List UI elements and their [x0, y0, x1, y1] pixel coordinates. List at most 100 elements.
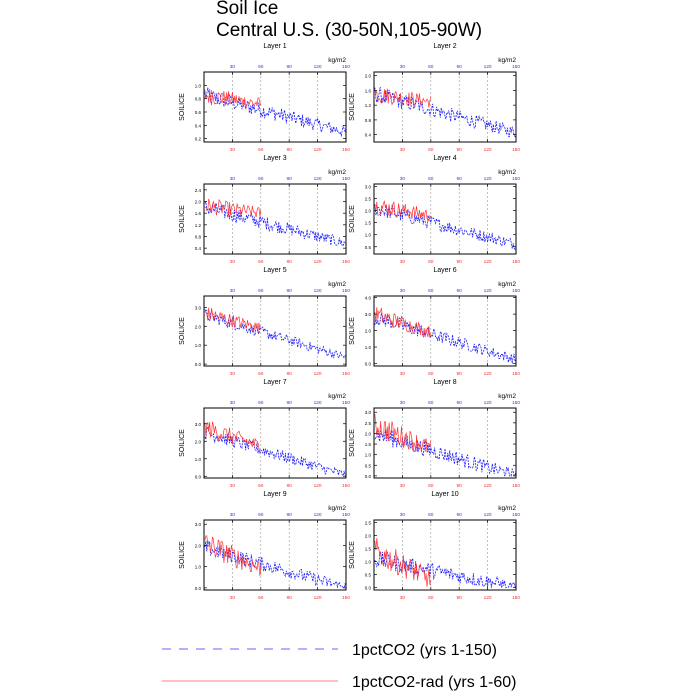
page-title: Soil Ice Central U.S. (30-50N,105-90W) [216, 0, 482, 42]
x-tick-label-bottom: 90 [287, 259, 293, 265]
series-line-1pctCO2 [374, 551, 517, 588]
x-tick-label-bottom: 150 [512, 259, 520, 265]
x-tick-label-bottom: 150 [512, 483, 520, 489]
x-tick-label-bottom: 150 [342, 483, 350, 489]
series-line-1pctCO2-rad [374, 414, 432, 453]
x-tick-label-bottom: 30 [400, 483, 406, 489]
x-tick-label-top: 120 [314, 64, 322, 70]
x-tick-label-top: 60 [258, 400, 264, 406]
series-line-1pctCO2-rad [374, 307, 432, 338]
y-tick-label: 0.4 [195, 123, 202, 128]
x-tick-label-bottom: 120 [314, 483, 322, 489]
y-tick-label: 2.0 [365, 534, 372, 539]
y-tick-label: 0.0 [195, 474, 202, 479]
x-tick-label-top: 120 [314, 176, 322, 182]
panel-layer-7: Layer 7 kg/m2 SOILICE 0.0 1.0 2.0 3.0 30 30 60 60 9… [179, 379, 350, 489]
x-tick-label-bottom: 150 [342, 147, 350, 153]
x-tick-label-bottom: 30 [400, 371, 406, 377]
x-tick-label-top: 120 [484, 176, 492, 182]
x-tick-label-top: 120 [314, 400, 322, 406]
x-tick-label-top: 30 [230, 288, 236, 294]
x-tick-label-bottom: 120 [314, 371, 322, 377]
x-tick-label-bottom: 60 [428, 595, 434, 601]
plot-frame [203, 71, 347, 143]
x-tick-label-bottom: 90 [457, 595, 463, 601]
y-axis-label: SOILICE [179, 317, 186, 345]
y-tick-label: 2.0 [365, 431, 372, 436]
x-tick-label-bottom: 60 [258, 595, 264, 601]
y-tick-label: 1.0 [195, 457, 202, 462]
y-axis-label: SOILICE [349, 541, 356, 569]
panel-layer-9: Layer 9 kg/m2 SOILICE 0.0 1.0 2.0 3.0 30 30 60 60 9… [179, 491, 350, 601]
y-axis-label: SOILICE [179, 429, 186, 457]
y-tick-label: 2.0 [195, 200, 202, 205]
y-tick-label: 1.5 [365, 442, 372, 447]
y-axis-label: SOILICE [349, 93, 356, 121]
x-tick-label-top: 150 [512, 176, 520, 182]
x-tick-label-bottom: 30 [230, 483, 236, 489]
legend-label: 1pctCO2-rad (yrs 1-60) [352, 674, 517, 691]
panel-title: Layer 8 [433, 379, 456, 386]
x-tick-label-top: 90 [457, 512, 463, 518]
x-tick-label-top: 150 [512, 512, 520, 518]
series-line-1pctCO2 [374, 204, 517, 250]
units-label: kg/m2 [498, 281, 516, 288]
y-tick-label: 1.0 [195, 83, 202, 88]
x-tick-label-top: 60 [428, 288, 434, 294]
y-tick-label: 2.5 [365, 421, 372, 426]
x-tick-label-bottom: 90 [457, 483, 463, 489]
x-tick-label-top: 30 [400, 288, 406, 294]
x-tick-label-top: 90 [457, 176, 463, 182]
plot-frame [373, 407, 517, 479]
plot-frame [373, 71, 517, 143]
panel-title: Layer 1 [263, 43, 286, 50]
x-tick-label-bottom: 30 [400, 595, 406, 601]
panel-layer-2: Layer 2 kg/m2 SOILICE 0.4 0.8 1.2 1.6 2.0 30 30 60… [349, 43, 520, 153]
y-tick-label: 0.5 [365, 245, 372, 250]
y-tick-label: 2.0 [365, 74, 372, 79]
y-tick-label: 2.0 [365, 209, 372, 214]
series-line-1pctCO2-rad [374, 88, 432, 108]
x-tick-label-bottom: 150 [342, 595, 350, 601]
panel-title: Layer 10 [431, 491, 458, 498]
y-tick-label: 3.0 [195, 305, 202, 310]
x-tick-label-bottom: 60 [258, 371, 264, 377]
x-tick-label-bottom: 120 [484, 147, 492, 153]
x-tick-label-bottom: 60 [428, 483, 434, 489]
x-tick-label-bottom: 120 [484, 595, 492, 601]
y-tick-label: 2.0 [195, 543, 202, 548]
series-line-1pctCO2 [374, 87, 517, 138]
y-tick-label: 2.5 [365, 196, 372, 201]
y-tick-label: 1.5 [365, 547, 372, 552]
panel-title: Layer 5 [263, 267, 286, 274]
x-tick-label-bottom: 30 [230, 259, 236, 265]
x-tick-label-top: 30 [230, 176, 236, 182]
x-tick-label-top: 120 [484, 64, 492, 70]
plot-frame [373, 183, 517, 255]
y-axis-label: SOILICE [179, 205, 186, 233]
x-tick-label-bottom: 120 [484, 483, 492, 489]
x-tick-label-top: 30 [400, 400, 406, 406]
y-tick-label: 0.0 [365, 585, 372, 590]
x-tick-label-top: 90 [457, 400, 463, 406]
series-line-1pctCO2-rad [204, 535, 262, 576]
panel-layer-5: Layer 5 kg/m2 SOILICE 0.0 1.0 2.0 3.0 30 30 60 60 9… [179, 267, 350, 377]
series-line-1pctCO2-rad [374, 538, 432, 587]
y-tick-label: 3.0 [365, 410, 372, 415]
x-tick-label-top: 150 [512, 400, 520, 406]
units-label: kg/m2 [328, 281, 346, 288]
panel-layer-4: Layer 4 kg/m2 SOILICE 0.5 1.0 1.5 2.0 2.5 3.0 30 3… [349, 155, 520, 265]
x-tick-label-top: 150 [342, 288, 350, 294]
x-tick-label-bottom: 120 [484, 259, 492, 265]
y-tick-label: 1.0 [365, 453, 372, 458]
y-tick-label: 0.0 [195, 362, 202, 367]
x-tick-label-bottom: 60 [258, 147, 264, 153]
units-label: kg/m2 [328, 505, 346, 512]
x-tick-label-bottom: 90 [457, 371, 463, 377]
x-tick-label-bottom: 90 [287, 371, 293, 377]
series-line-1pctCO2-rad [204, 198, 262, 218]
x-tick-label-top: 60 [258, 512, 264, 518]
legend-label: 1pctCO2 (yrs 1-150) [352, 642, 497, 659]
y-tick-label: 3.0 [365, 312, 372, 317]
